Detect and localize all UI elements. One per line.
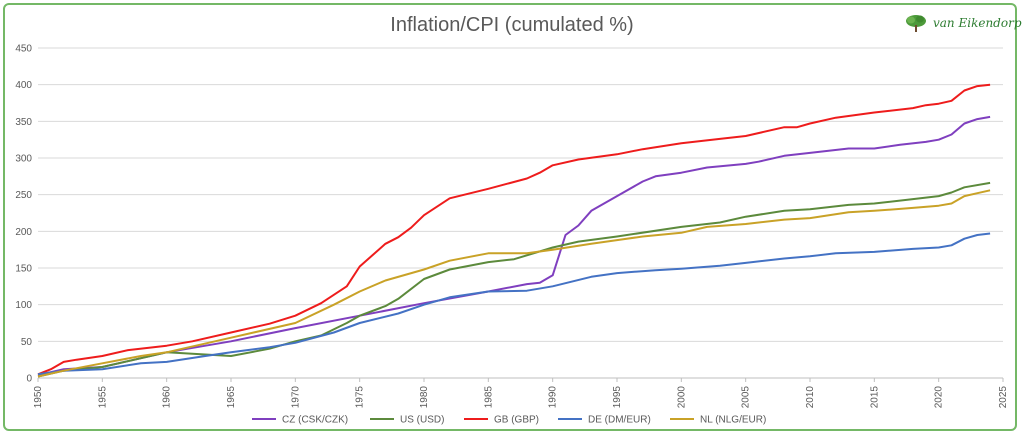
- legend-label: DE (DM/EUR): [588, 415, 651, 426]
- series-line: [37, 189, 991, 378]
- x-tick-label: 1965: [226, 386, 237, 409]
- legend-label: US (USD): [400, 415, 444, 426]
- x-tick-label: 2020: [934, 386, 945, 409]
- y-tick-label: 300: [15, 154, 32, 165]
- logo-text: van Eikendorp: [933, 16, 1022, 30]
- x-tick-label: 1980: [419, 386, 430, 409]
- brand-logo: van Eikendorp: [905, 14, 1022, 32]
- series-line: [37, 83, 991, 376]
- x-tick-label: 2025: [998, 386, 1009, 409]
- x-axis-ticks: 1950 1955 1960 1965 1970 1975 1980 1985 1990 1995…: [33, 378, 1009, 408]
- legend-label: CZ (CSK/CZK): [282, 415, 348, 426]
- x-tick-label: 1960: [162, 386, 173, 409]
- x-tick-label: 2000: [676, 386, 687, 409]
- x-tick-label: 1975: [355, 386, 366, 409]
- series-line: [37, 115, 991, 377]
- tree-icon: [906, 15, 926, 32]
- y-axis-ticks: 0 50 100 150 200 250 300 350 400 450: [15, 44, 32, 385]
- y-tick-label: 50: [21, 337, 33, 348]
- y-tick-label: 250: [15, 190, 32, 201]
- x-tick-label: 1985: [483, 386, 494, 409]
- chart-frame: [3, 3, 1017, 431]
- x-tick-label: 1970: [290, 386, 301, 409]
- x-tick-label: 1995: [612, 386, 623, 409]
- x-tick-label: 2010: [805, 386, 816, 409]
- chart-title: Inflation/CPI (cumulated %): [390, 14, 634, 36]
- x-tick-label: 2015: [869, 386, 880, 409]
- x-tick-label: 1990: [548, 386, 559, 409]
- y-tick-label: 150: [15, 264, 32, 275]
- series-line: [37, 181, 991, 378]
- grid-lines: [38, 47, 1003, 379]
- y-tick-label: 450: [15, 44, 32, 55]
- x-tick-label: 1955: [97, 386, 108, 409]
- x-tick-label: 1950: [33, 386, 44, 409]
- series-line: [37, 232, 991, 376]
- y-tick-label: 400: [15, 80, 32, 91]
- x-tick-label: 2005: [741, 386, 752, 409]
- legend: CZ (CSK/CZK) US (USD) GB (GBP) DE (DM/EUR) N…: [252, 415, 766, 426]
- legend-label: GB (GBP): [494, 415, 539, 426]
- series-lines: [37, 83, 991, 378]
- legend-label: NL (NLG/EUR): [700, 415, 766, 426]
- y-tick-label: 200: [15, 227, 32, 238]
- y-tick-label: 0: [26, 374, 32, 385]
- y-tick-label: 350: [15, 117, 32, 128]
- y-tick-label: 100: [15, 300, 32, 311]
